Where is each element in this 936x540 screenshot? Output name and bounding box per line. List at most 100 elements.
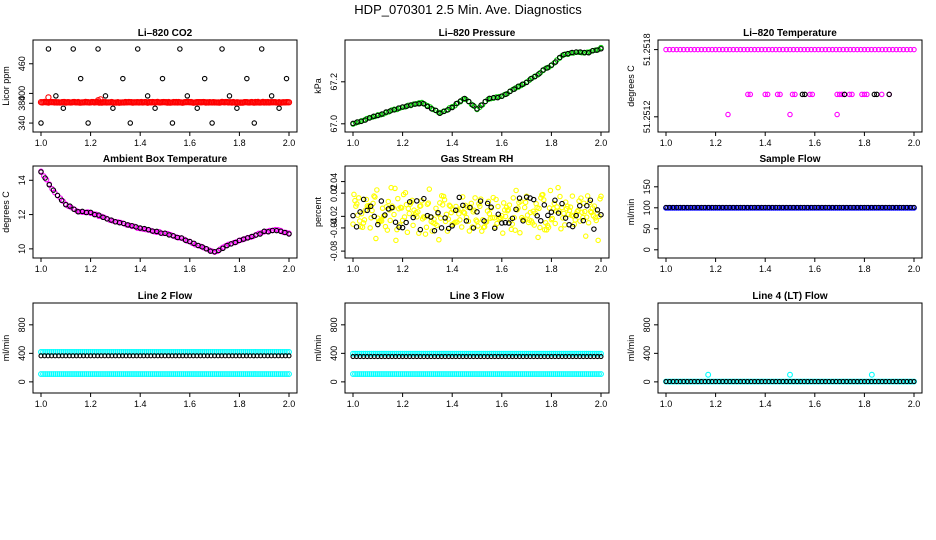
- data-point: [593, 350, 600, 357]
- data-point: [535, 234, 541, 241]
- data-point: [429, 228, 435, 234]
- data-point: [765, 46, 772, 53]
- data-point: [460, 202, 466, 209]
- data-point: [709, 46, 715, 53]
- data-point: [813, 378, 820, 385]
- data-point: [197, 371, 204, 377]
- y-axis-label: Licor ppm: [1, 66, 11, 106]
- data-point: [663, 46, 669, 53]
- data-point: [360, 220, 367, 226]
- data-point: [371, 213, 378, 220]
- x-tick-label: 1.4: [134, 138, 147, 148]
- data-point: [494, 350, 501, 357]
- x-tick-label: 1.8: [233, 399, 246, 409]
- data-point: [558, 371, 565, 377]
- data-point: [45, 46, 52, 52]
- data-point: [397, 371, 404, 377]
- x-tick-label: 1.4: [446, 399, 459, 409]
- data-point: [364, 115, 370, 122]
- data-point: [71, 206, 77, 213]
- data-point: [879, 91, 885, 98]
- data-point: [482, 98, 489, 105]
- data-point: [506, 202, 513, 208]
- data-point: [353, 224, 360, 230]
- data-point: [548, 350, 555, 357]
- data-point: [868, 46, 875, 53]
- data-point: [507, 371, 514, 377]
- data-point: [379, 111, 385, 117]
- data-point: [391, 371, 398, 377]
- data-point: [143, 371, 150, 377]
- y-tick-label: -0.08: [329, 241, 339, 262]
- data-point: [421, 195, 427, 202]
- data-point: [217, 371, 224, 377]
- x-tick-label: 1.0: [660, 138, 673, 148]
- x-tick-label: 1.6: [809, 399, 822, 409]
- data-point: [410, 214, 416, 221]
- data-point: [405, 371, 412, 377]
- x-tick-label: 1.2: [709, 138, 722, 148]
- data-point: [488, 371, 495, 377]
- data-point: [554, 350, 561, 357]
- data-point: [587, 350, 594, 357]
- data-point: [520, 218, 526, 224]
- panel-sample_flow: Sample Flow ml/min 1.0 1.2 1.4 1.6 1.8 2.0 0 50 10…: [626, 154, 923, 274]
- data-point: [541, 197, 547, 203]
- data-point: [723, 46, 729, 53]
- data-point: [496, 371, 503, 377]
- data-point: [517, 230, 523, 236]
- data-point: [402, 189, 409, 196]
- data-point: [372, 371, 379, 377]
- data-point: [215, 371, 222, 377]
- data-point: [579, 371, 586, 377]
- data-point: [350, 371, 356, 377]
- data-point: [209, 120, 215, 126]
- data-point: [438, 371, 445, 377]
- x-tick-label: 1.4: [759, 399, 772, 409]
- data-point: [515, 371, 522, 377]
- data-point: [69, 371, 75, 377]
- data-point: [426, 186, 433, 192]
- data-point: [499, 220, 505, 226]
- data-point: [583, 350, 590, 357]
- data-point: [584, 202, 590, 209]
- data-point: [587, 371, 594, 377]
- y-tick-label: 800: [642, 317, 652, 332]
- data-point: [529, 350, 536, 357]
- data-point: [459, 194, 466, 200]
- data-point: [182, 371, 189, 377]
- data-point: [96, 212, 102, 218]
- data-point: [536, 205, 542, 212]
- data-point: [424, 350, 431, 357]
- x-tick-label: 1.4: [134, 264, 147, 274]
- y-axis-label: percent: [313, 196, 323, 227]
- data-point: [598, 193, 604, 200]
- data-point: [789, 378, 796, 385]
- data-point: [908, 378, 915, 385]
- data-point: [414, 371, 421, 377]
- data-point: [567, 371, 573, 377]
- data-point: [414, 214, 420, 220]
- data-point: [42, 175, 48, 181]
- data-point: [409, 350, 416, 357]
- data-point: [911, 378, 917, 385]
- data-point: [578, 195, 584, 201]
- data-point: [597, 196, 603, 202]
- data-point: [361, 217, 368, 223]
- data-point: [283, 371, 290, 377]
- data-point: [548, 209, 555, 215]
- data-point: [286, 231, 292, 237]
- data-point: [719, 46, 726, 53]
- data-point: [44, 371, 51, 377]
- x-tick-label: 1.4: [759, 264, 772, 274]
- data-point: [399, 224, 406, 231]
- data-point: [518, 82, 524, 89]
- x-tick-label: 1.2: [396, 264, 409, 274]
- data-point: [882, 46, 889, 53]
- data-point: [474, 106, 480, 112]
- data-point: [258, 46, 265, 52]
- y-tick-label: 51.2512: [642, 101, 652, 134]
- data-point: [46, 371, 53, 377]
- x-tick-label: 2.0: [908, 138, 921, 148]
- data-point: [555, 184, 561, 191]
